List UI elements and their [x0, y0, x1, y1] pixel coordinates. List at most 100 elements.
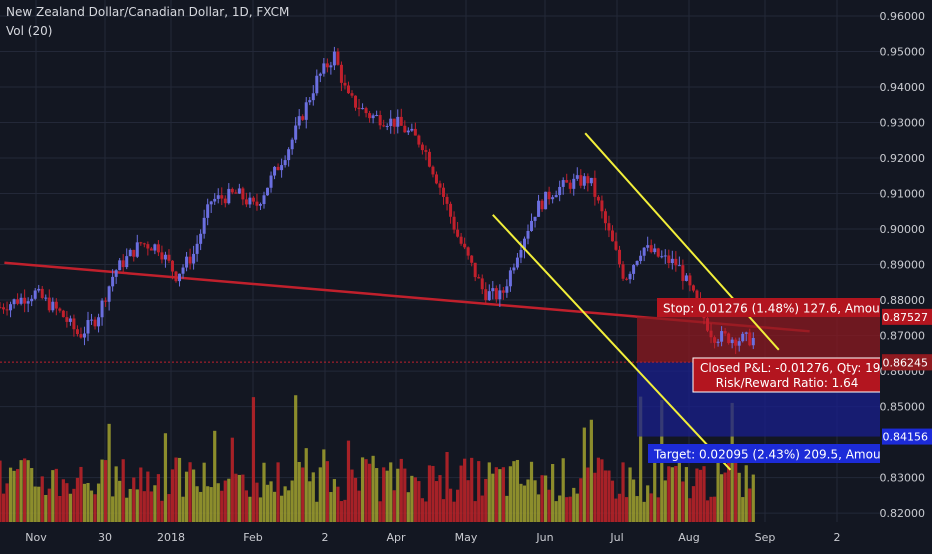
volume-bar	[51, 470, 54, 522]
candle-body	[713, 337, 716, 343]
volume-bar	[129, 489, 132, 522]
candle-body	[379, 115, 382, 125]
candle-body	[424, 150, 427, 152]
stop-label-text: Stop: 0.01276 (1.48%) 127.6, Amount	[663, 302, 892, 316]
candle-body	[238, 188, 241, 193]
candle-body	[527, 231, 530, 239]
candle-body	[44, 298, 47, 299]
candle-body	[48, 298, 51, 311]
candle-body	[284, 160, 287, 165]
candle-body	[62, 311, 65, 317]
volume-bar	[632, 480, 635, 522]
time-tick-label: Aug	[678, 531, 699, 544]
volume-bar	[298, 462, 301, 522]
volume-bar	[410, 476, 413, 522]
volume-bar	[548, 490, 551, 522]
candle-body	[196, 244, 199, 254]
candle-body	[129, 250, 132, 256]
candle-body	[65, 317, 68, 322]
volume-bar	[498, 469, 501, 522]
volume-bar	[600, 459, 603, 522]
volume-bar	[224, 481, 227, 522]
candle-body	[611, 230, 614, 241]
candle-body	[37, 289, 40, 291]
price-tick-label: 0.88000	[880, 294, 926, 307]
volume-bar	[702, 466, 705, 522]
candle-body	[329, 65, 332, 67]
volume-bar	[115, 466, 118, 522]
candle-body	[51, 302, 54, 311]
candle-body	[319, 74, 322, 76]
volume-bar	[41, 476, 44, 522]
volume-bar	[9, 468, 12, 522]
volume-bar	[322, 449, 325, 522]
volume-bar	[400, 459, 403, 522]
volume-bar	[305, 448, 308, 522]
candle-body	[688, 275, 691, 285]
candle-body	[456, 230, 459, 237]
volume-bar	[157, 474, 160, 522]
volume-bar	[516, 460, 519, 522]
volume-bar	[93, 494, 96, 522]
volume-bar	[752, 475, 755, 522]
volume-bar	[551, 464, 554, 522]
volume-bar	[403, 469, 406, 522]
target-label-text: Target: 0.02095 (2.43%) 209.5, Amount	[653, 448, 893, 462]
volume-bar	[125, 498, 128, 522]
candle-body	[738, 341, 741, 346]
volume-bar	[69, 494, 72, 522]
candle-body	[667, 255, 670, 263]
candle-body	[681, 265, 684, 281]
candle-body	[597, 197, 600, 201]
volume-bar	[347, 441, 350, 522]
chart-title: New Zealand Dollar/Canadian Dollar, 1D, …	[6, 5, 289, 19]
candle-body	[213, 199, 216, 202]
candle-body	[417, 136, 420, 145]
volume-bar	[287, 490, 290, 522]
pnl-box: Closed P&L: -0.01276, Qty: 1959Risk/Rewa…	[693, 358, 896, 392]
candle-body	[203, 218, 206, 234]
volume-bar	[625, 497, 628, 522]
volume-bar	[463, 459, 466, 522]
candle-body	[79, 334, 82, 337]
volume-bar	[484, 479, 487, 522]
candle-body	[122, 260, 125, 267]
volume-bar	[583, 428, 586, 522]
volume-bar	[139, 467, 142, 522]
price-tick-label: 0.89000	[880, 259, 926, 272]
candle-body	[565, 180, 568, 183]
candle-body	[671, 259, 674, 263]
candle-body	[389, 119, 392, 126]
volume-bar	[709, 497, 712, 522]
time-tick-label: May	[455, 531, 478, 544]
price-tick-label: 0.91000	[880, 188, 926, 201]
volume-bar	[0, 461, 2, 522]
candle-body	[277, 167, 280, 170]
volume-bar	[329, 492, 332, 522]
candle-body	[428, 152, 431, 167]
volume-bar	[530, 462, 533, 522]
volume-bar	[445, 452, 448, 522]
candle-body	[185, 257, 188, 268]
volume-bar	[741, 497, 744, 522]
volume-bar	[562, 458, 565, 522]
candle-body	[625, 279, 628, 280]
volume-bar	[569, 497, 572, 522]
candle-body	[453, 217, 456, 230]
candle-body	[224, 199, 227, 204]
candle-body	[590, 178, 593, 183]
candle-body	[354, 96, 357, 108]
candle-body	[157, 244, 160, 252]
volume-bar	[44, 495, 47, 522]
candle-body	[175, 272, 178, 282]
candle-body	[104, 301, 107, 302]
candle-body	[263, 195, 266, 204]
candle-body	[382, 125, 385, 126]
price-tick-label: 0.82000	[880, 507, 926, 520]
candle-body	[273, 167, 276, 176]
volume-bar	[227, 479, 230, 522]
candle-body	[101, 301, 104, 318]
